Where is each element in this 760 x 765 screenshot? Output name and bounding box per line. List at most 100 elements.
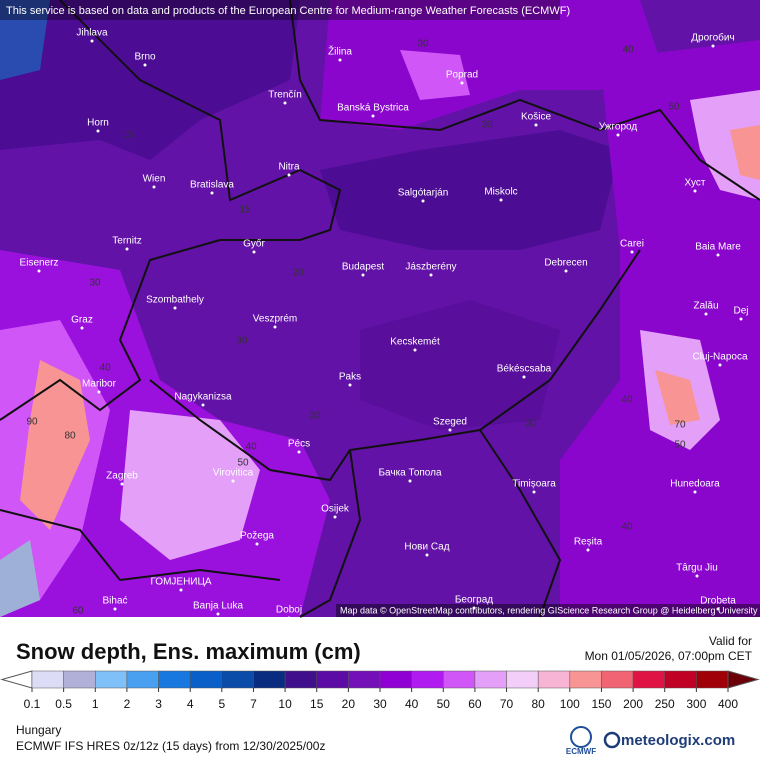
city-label: Veszprém [253,314,297,325]
city-dot [361,273,365,277]
city-dot [125,247,129,251]
city-label: Košice [521,112,551,123]
colorbar-label: 1 [92,697,99,711]
city-label: Horn [87,118,109,129]
colorbar-swatch [474,670,507,689]
colorbar-label: 30 [373,697,387,711]
field [20,360,90,530]
valid-time: Mon 01/05/2026, 07:00pm CET [585,649,753,663]
city-label: Požega [240,531,274,542]
city-dot [522,375,526,379]
colorbar-label: 80 [532,697,546,711]
contour-label: 40 [622,45,634,56]
city-label: Baia Mare [695,242,741,253]
colorbar-swatch [601,670,634,689]
colorbar-label: 40 [405,697,419,711]
city-label: Osijek [321,504,350,515]
field [0,540,40,617]
colorbar-label: 150 [591,697,611,711]
city-label: Žilina [328,45,352,58]
city-label: Zalău [693,301,718,312]
city-label: Banská Bystrica [337,103,409,114]
city-label: Graz [71,315,93,326]
city-label: Nagykanizsa [174,392,232,403]
field [320,130,620,250]
contour-label: 50 [237,458,249,469]
colorbar-swatch [411,670,444,689]
city-dot [216,612,220,616]
contour-label: 20 [292,268,304,279]
city-label: Nitra [278,162,300,173]
colorbar-label: 0.1 [24,697,41,711]
colorbar-label: 250 [655,697,675,711]
city-label: Trenčín [268,90,302,101]
city-dot [255,542,259,546]
colorbar-swatch [95,670,128,689]
region: Hungary [16,723,61,737]
city-dot [693,189,697,193]
contour-label: 50 [674,440,686,451]
field [0,0,50,80]
city-dot [179,588,183,592]
colorbar-swatch [253,670,286,689]
contour-label: 50 [668,102,680,113]
city-dot [287,173,291,177]
colorbar-swatch [316,670,349,689]
colorbar-label: 300 [686,697,706,711]
title: Snow depth, Ens. maximum (cm) [16,639,361,664]
contour-label: 40 [99,363,111,374]
colorbar-label: 2 [124,697,131,711]
field [120,410,260,560]
colorbar-over [727,670,760,689]
city-label: ГОМЈЕНИЦА [150,577,211,588]
colorbar-label: 7 [250,697,257,711]
model-run: ECMWF IFS HRES 0z/12z (15 days) from 12/… [16,739,325,753]
city-label: Drobeta [700,596,736,607]
city-label: Bratislava [190,180,234,191]
contour-label: 15 [239,205,251,216]
city-dot [152,185,156,189]
city-dot [408,479,412,483]
city-label: Cluj-Napoca [692,352,747,363]
city-label: Maribor [82,379,117,390]
field [400,50,470,100]
contour-label: 80 [64,431,76,442]
city-label: Eisenerz [20,258,59,269]
contour-label: 30 [236,336,248,347]
site-logo: meteologix.com [621,732,735,749]
colorbar-swatch [379,670,412,689]
city-dot [429,273,433,277]
field [320,0,660,130]
city-dot [532,490,536,494]
city-dot [96,129,100,133]
city-label: Zagreb [106,471,138,482]
field [360,300,560,430]
valid-label: Valid for [709,634,752,648]
contour-label: 60 [72,606,84,617]
city-dot [210,191,214,195]
colorbar-label: 20 [342,697,356,711]
colorbar-label: 100 [560,697,580,711]
attribution-bg [0,0,560,20]
city-label: Ternitz [112,236,141,247]
colorbar-label: 4 [187,697,194,711]
city-dot [630,250,634,254]
contour-label: 40 [621,395,633,406]
city-label: Timișoara [512,479,556,490]
colorbar-swatch [506,670,539,689]
field [655,370,700,425]
city-label: Békéscsaba [497,364,552,375]
field [730,125,760,180]
colorbar-swatch [126,670,159,689]
city-dot [534,123,538,127]
city-dot [448,428,452,432]
city-dot [693,490,697,494]
colorbar-swatch [632,670,665,689]
attribution: This service is based on data and produc… [6,5,570,17]
city-label: Debrecen [544,258,587,269]
credit-bg [336,604,760,617]
colorbar-swatch [569,670,602,689]
contour-label: 30 [525,419,537,430]
